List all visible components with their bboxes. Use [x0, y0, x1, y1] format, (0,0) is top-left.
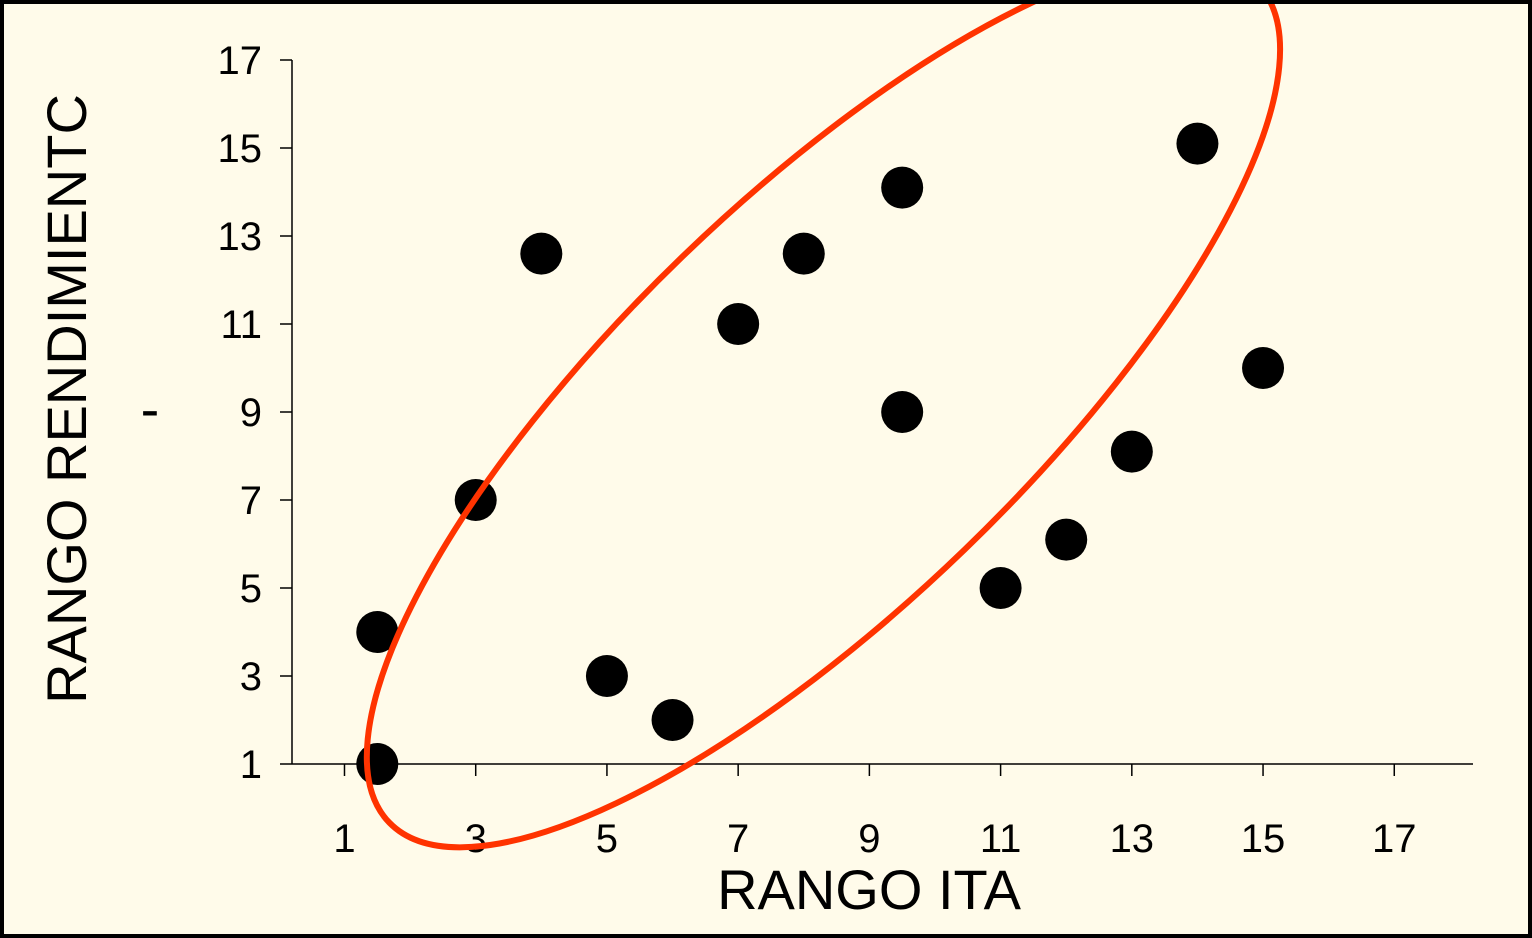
data-point — [356, 743, 399, 785]
data-point — [782, 232, 825, 275]
y-tick-label: 3 — [240, 655, 262, 699]
data-point — [881, 391, 924, 433]
x-tick-label: 5 — [596, 817, 618, 861]
data-point — [651, 699, 694, 741]
x-tick-label: 17 — [1372, 817, 1417, 861]
data-point — [356, 611, 399, 653]
data-point — [585, 655, 628, 697]
data-point — [881, 166, 924, 209]
data-point — [520, 232, 563, 275]
y-tick-label: 9 — [240, 391, 262, 435]
chart-frame: 1 3 5 7 9 11 13 15 17 1 3 5 7 9 11 13 15 17 RANGO ITA RAN… — [4, 4, 1528, 934]
data-point — [1110, 430, 1153, 473]
data-point — [1045, 518, 1088, 561]
x-tick-label: 3 — [465, 817, 487, 861]
data-point — [1176, 122, 1219, 165]
y-tick-label: 17 — [218, 39, 263, 83]
y-axis-title: RANGO RENDIMIENTC — [35, 94, 98, 704]
data-point — [979, 567, 1022, 609]
y-tick-label: 5 — [240, 567, 262, 611]
x-tick-label: 1 — [333, 817, 355, 861]
x-tick-label: 7 — [727, 817, 749, 861]
x-tick-label: 9 — [858, 817, 880, 861]
data-points — [356, 122, 1285, 785]
y-tick-label: 1 — [240, 743, 262, 787]
annotation-layer — [363, 4, 1284, 851]
y-axis-title-mark: - — [141, 377, 160, 440]
data-point — [1242, 347, 1285, 389]
data-point — [717, 303, 760, 345]
axes — [280, 59, 1473, 776]
x-tick-label: 11 — [980, 817, 1022, 861]
y-tick-label: 13 — [218, 215, 263, 259]
y-tick-label: 7 — [240, 479, 262, 523]
x-tick-label: 15 — [1241, 817, 1286, 861]
highlight-ellipse — [363, 4, 1284, 851]
x-tick-label: 13 — [1110, 817, 1155, 861]
y-tick-label: 15 — [218, 127, 263, 171]
y-tick-label: 11 — [220, 303, 262, 347]
x-axis-title: RANGO ITA — [717, 858, 1022, 921]
